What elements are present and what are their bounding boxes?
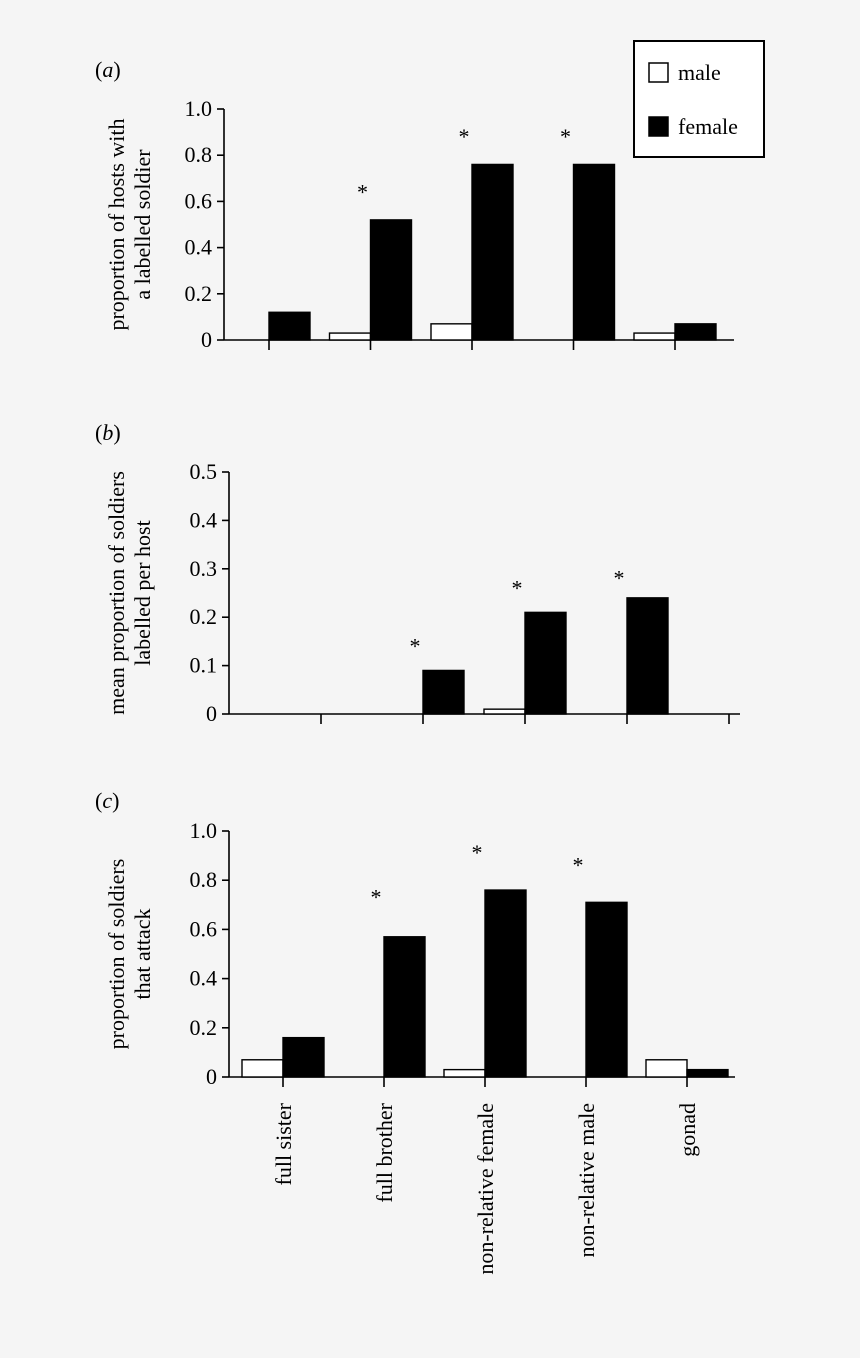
bar-male — [241, 1059, 284, 1078]
y-tick-label: 0.8 — [190, 867, 218, 892]
legend-frame — [633, 40, 765, 158]
y-tick-label: 0.5 — [190, 459, 218, 484]
bar-female — [484, 889, 527, 1078]
y-tick-label: 0.6 — [185, 188, 213, 213]
legend-label-female: female — [678, 114, 738, 139]
chart-panel-3: (c) proportion of soldiers that attack 0 0.2… — [95, 788, 735, 1275]
x-category-label: non-relative female — [473, 1103, 498, 1275]
y-tick-label: 0.1 — [190, 653, 218, 678]
bar-male — [483, 708, 526, 715]
bar-female — [572, 163, 616, 341]
bar-female — [524, 611, 567, 715]
significance-marker: * — [357, 180, 368, 205]
y-tick-label: 0.3 — [190, 556, 218, 581]
y-tick-label: 0.6 — [190, 916, 218, 941]
bar-female — [626, 597, 669, 715]
significance-marker: * — [410, 633, 421, 658]
bar-female — [686, 1068, 729, 1078]
bar-female — [282, 1036, 325, 1078]
y-tick-label: 0 — [201, 327, 212, 352]
y-tick-label: 1.0 — [185, 96, 213, 121]
y-tick-label: 1.0 — [190, 818, 218, 843]
y-axis-label-line-2: that attack — [130, 908, 155, 999]
x-category-label: full sister — [271, 1102, 296, 1185]
panel-label: (a) — [95, 57, 121, 82]
y-tick-label: 0.2 — [190, 1015, 218, 1040]
panel-label: (b) — [95, 420, 121, 445]
significance-marker: * — [459, 124, 470, 149]
y-tick-label: 0.4 — [190, 507, 218, 532]
legend: male female — [633, 40, 765, 158]
y-axis-label-line-2: labelled per host — [130, 520, 155, 665]
y-tick-label: 0.4 — [185, 235, 213, 260]
bar-male — [633, 332, 676, 341]
y-axis-label-line-2: a labelled soldier — [130, 149, 155, 300]
bar-female — [369, 219, 413, 341]
panel-label: (c) — [95, 788, 119, 813]
chart-panel-2: (b) mean proportion of soldiers labelled p… — [95, 420, 740, 726]
bar-female — [674, 323, 717, 341]
bar-female — [383, 936, 426, 1078]
bar-male — [328, 332, 372, 341]
y-tick-label: 0.2 — [185, 281, 213, 306]
y-tick-label: 0.2 — [190, 604, 218, 629]
significance-marker: * — [614, 566, 625, 591]
legend-swatch-male — [648, 62, 669, 83]
x-category-label: non-relative male — [574, 1103, 599, 1258]
y-axis-label-line-1: proportion of soldiers — [104, 859, 129, 1050]
bar-female — [585, 901, 628, 1078]
bar-male — [645, 1059, 688, 1078]
significance-marker: * — [371, 885, 382, 910]
x-category-label: full brother — [372, 1102, 397, 1202]
legend-label-male: male — [678, 60, 721, 85]
bar-female — [471, 163, 514, 341]
significance-marker: * — [512, 575, 523, 600]
bar-female — [422, 669, 465, 715]
bar-male — [430, 323, 473, 341]
significance-marker: * — [560, 124, 571, 149]
y-axis-label-line-1: proportion of hosts with — [104, 118, 129, 330]
y-tick-label: 0 — [206, 1064, 217, 1089]
y-tick-label: 0.4 — [190, 966, 218, 991]
bar-male — [443, 1068, 486, 1078]
chart-panel-1: (a) proportion of hosts with a labelled so… — [95, 57, 734, 352]
bar-female — [268, 311, 311, 341]
legend-swatch-female — [648, 116, 669, 137]
significance-marker: * — [472, 840, 483, 865]
x-category-label: gonad — [675, 1103, 700, 1157]
y-tick-label: 0.8 — [185, 142, 213, 167]
y-axis-label-line-1: mean proportion of soldiers — [104, 471, 129, 715]
significance-marker: * — [573, 853, 584, 878]
y-tick-label: 0 — [206, 701, 217, 726]
